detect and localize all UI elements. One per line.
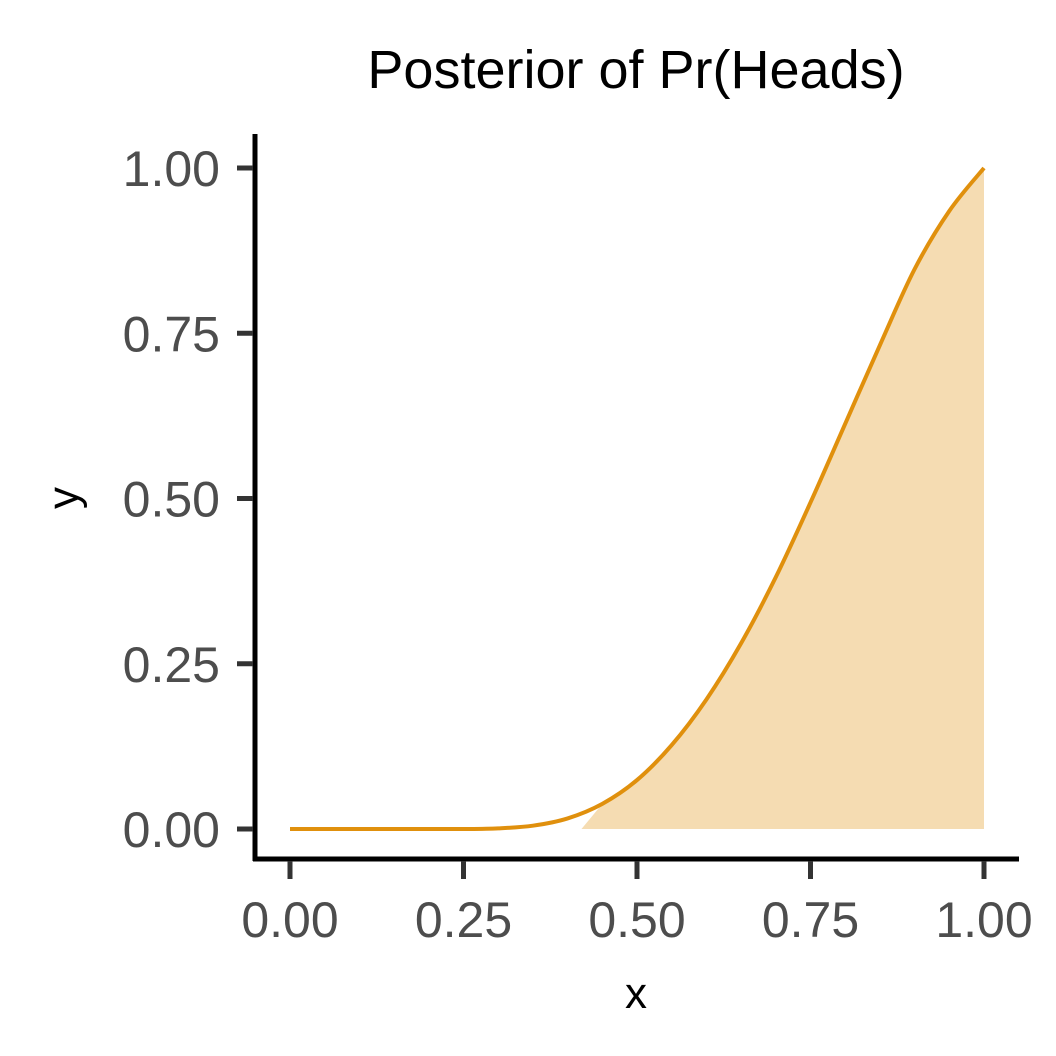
posterior-curve bbox=[290, 166, 986, 831]
y-axis-title: y bbox=[39, 487, 88, 509]
chart-title: Posterior of Pr(Heads) bbox=[367, 40, 904, 100]
y-tick-label: 0.50 bbox=[123, 472, 220, 528]
x-tick-label: 0.75 bbox=[762, 892, 859, 948]
y-tick-label: 0.25 bbox=[123, 637, 220, 693]
x-tick-label: 0.50 bbox=[588, 892, 685, 948]
x-tick-label: 1.00 bbox=[935, 892, 1032, 948]
x-tick-label: 0.00 bbox=[241, 892, 338, 948]
shaded-area bbox=[581, 168, 984, 829]
y-axis-ticks: 0.00 0.25 0.50 0.75 1.00 bbox=[123, 141, 253, 858]
y-tick-label: 0.00 bbox=[123, 802, 220, 858]
x-axis-ticks: 0.00 0.25 0.50 0.75 1.00 bbox=[241, 861, 1033, 948]
x-tick-label: 0.25 bbox=[415, 892, 512, 948]
x-axis-title: x bbox=[625, 969, 647, 1018]
plot-area bbox=[290, 166, 986, 831]
y-tick-label: 0.75 bbox=[123, 306, 220, 362]
y-tick-label: 1.00 bbox=[123, 141, 220, 197]
